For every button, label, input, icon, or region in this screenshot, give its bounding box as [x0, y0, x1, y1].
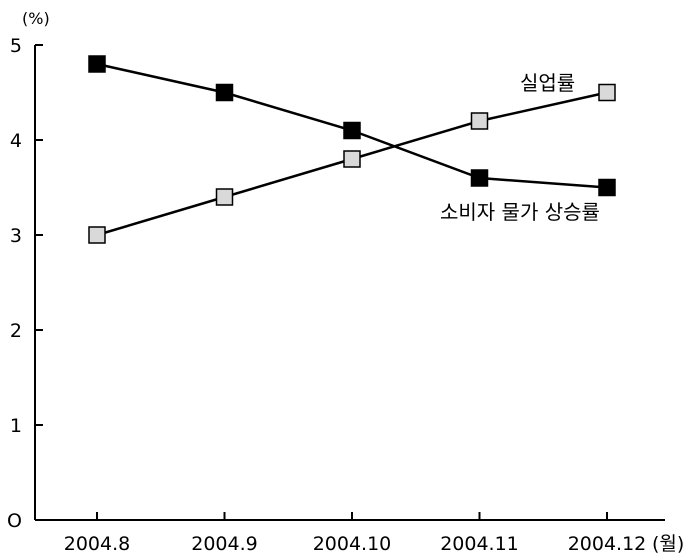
- data-point-marker: [470, 169, 489, 187]
- series-labels: 실업률 소비자 물가 상승률: [440, 71, 600, 224]
- y-tick-label: 5: [10, 35, 22, 57]
- x-tick-label: 2004.9: [191, 533, 257, 553]
- data-point-marker: [343, 150, 361, 168]
- y-unit-label: (%): [22, 9, 50, 28]
- data-point-marker: [215, 188, 234, 206]
- y-tick-label: 3: [10, 225, 22, 247]
- axes: (%) (월): [22, 9, 684, 555]
- data-point-marker: [598, 83, 616, 102]
- x-tick-label: 2004.11: [440, 533, 519, 553]
- x-tick-label: 2004.12: [568, 533, 647, 553]
- data-point-marker: [215, 83, 234, 102]
- series-label-inflation: 소비자 물가 상승률: [440, 200, 600, 224]
- y-tick-label: 4: [10, 130, 22, 152]
- x-unit-label: (월): [652, 533, 684, 553]
- y-tick-label: 2: [10, 320, 22, 342]
- data-point-marker: [88, 55, 106, 73]
- x-tick-label: 2004.8: [64, 533, 130, 553]
- data-point-marker: [598, 178, 616, 197]
- ticks: O 1 2 3 4 5 2004.8 2004.9 2004.10 2004.11 2004.12: [7, 35, 647, 555]
- data-point-marker: [470, 112, 489, 130]
- x-tick-label: 2004.10: [313, 533, 392, 553]
- y-tick-label: 1: [10, 415, 22, 437]
- data-point-marker: [343, 121, 361, 140]
- series-label-unemployment: 실업률: [520, 71, 575, 95]
- y-tick-label: O: [7, 510, 22, 532]
- data-point-marker: [88, 226, 106, 244]
- series-markers: [88, 55, 616, 244]
